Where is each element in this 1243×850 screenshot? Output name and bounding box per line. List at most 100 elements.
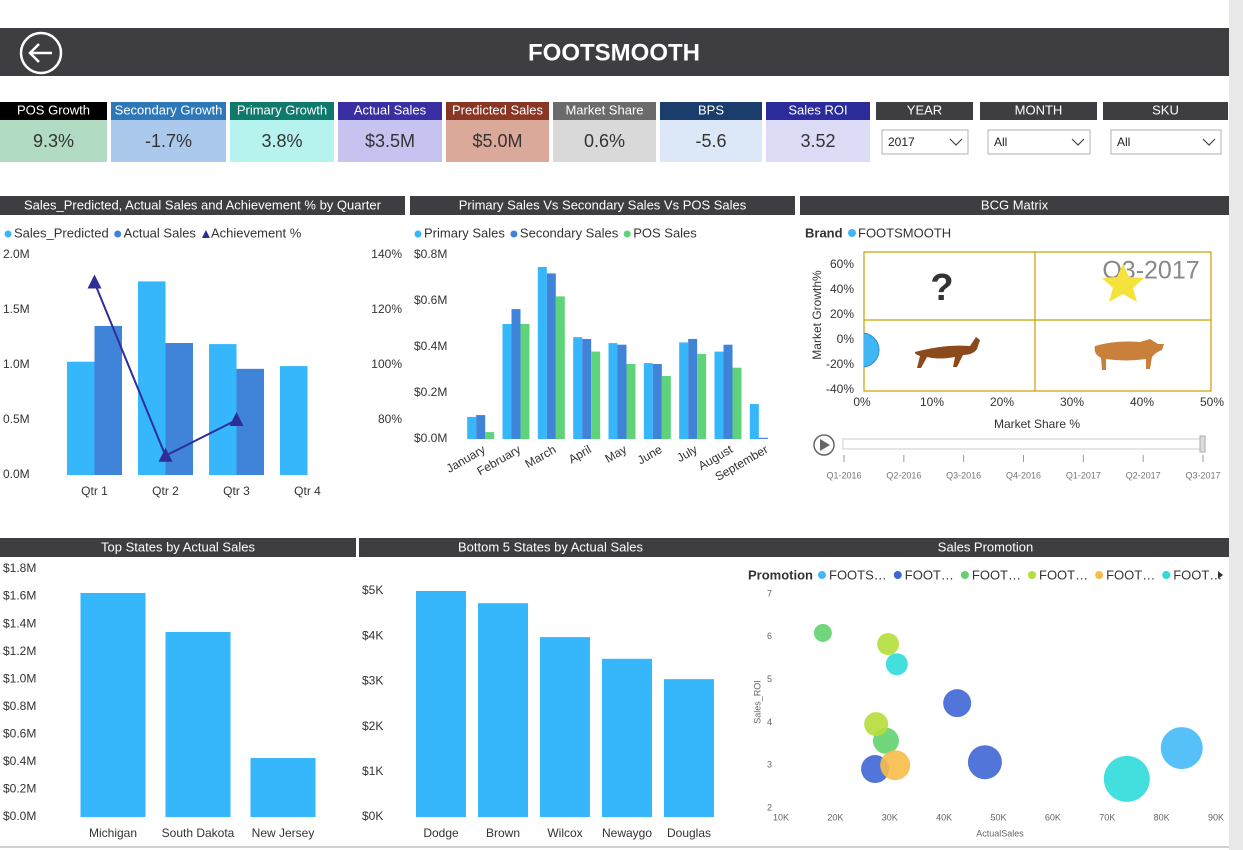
kpi-value: $5.0M bbox=[472, 131, 522, 151]
x-tick-label: 30K bbox=[882, 812, 898, 822]
x-tick-label: Wilcox bbox=[547, 826, 582, 840]
x-tick-label: Qtr 1 bbox=[81, 484, 108, 498]
bar bbox=[478, 603, 528, 817]
page-title: FOOTSMOOTH bbox=[528, 39, 700, 66]
x-tick-label: Qtr 2 bbox=[152, 484, 179, 498]
kpi-value: 3.8% bbox=[261, 131, 302, 151]
filter-value: All bbox=[994, 135, 1007, 149]
kpi-label: Market Share bbox=[565, 102, 643, 117]
x-axis-title: ActualSales bbox=[976, 828, 1024, 838]
legend-marker bbox=[201, 230, 210, 238]
bar bbox=[476, 415, 486, 439]
dropdown-chevron bbox=[949, 138, 963, 146]
header-bar bbox=[0, 28, 1229, 76]
play-icon[interactable] bbox=[820, 439, 830, 451]
x-tick-label: Michigan bbox=[89, 826, 137, 840]
y-tick-label: $0.6M bbox=[414, 293, 447, 307]
filter-dropdown[interactable] bbox=[1110, 129, 1222, 155]
panel-title-bar bbox=[359, 538, 742, 557]
legend-label: FOOT… bbox=[905, 567, 954, 582]
bubble bbox=[1103, 755, 1150, 802]
kpi-body bbox=[111, 120, 226, 162]
y-tick-label: 60% bbox=[830, 257, 854, 271]
panel-title-bar bbox=[742, 538, 1229, 557]
back-button[interactable] bbox=[19, 31, 63, 75]
play-label: Q2-2017 bbox=[1126, 470, 1161, 480]
bar bbox=[467, 416, 477, 439]
y-tick-label: $0.0M bbox=[414, 431, 447, 445]
x-tick-label: 30% bbox=[1060, 395, 1084, 409]
panel-title: Top States by Actual Sales bbox=[101, 539, 255, 554]
legend-label: FOOTS… bbox=[829, 567, 887, 582]
bar bbox=[758, 437, 768, 439]
y-tick-label: 0% bbox=[837, 332, 855, 346]
bar bbox=[485, 432, 495, 439]
y-tick-label: $0.0M bbox=[3, 809, 36, 823]
y-tick-label: $0.4M bbox=[3, 754, 36, 768]
play-label: Q1-2016 bbox=[826, 470, 861, 480]
filter-dropdown[interactable] bbox=[987, 129, 1091, 155]
legend-label: Secondary Sales bbox=[520, 225, 619, 240]
y-tick-label: $0K bbox=[362, 809, 383, 823]
kpi-header bbox=[338, 102, 442, 120]
x-tick-label: 50% bbox=[1200, 395, 1224, 409]
play-label: Q2-2016 bbox=[886, 470, 921, 480]
y-tick-label: 5 bbox=[767, 674, 772, 684]
y-tick-label: $1.2M bbox=[3, 644, 36, 658]
panel-title: Primary Sales Vs Secondary Sales Vs POS … bbox=[459, 197, 747, 212]
matrix-box bbox=[863, 251, 1212, 392]
bar bbox=[573, 337, 583, 439]
bubble bbox=[880, 750, 911, 781]
x-tick-label: Qtr 3 bbox=[223, 484, 250, 498]
x-tick-label: Douglas bbox=[667, 826, 711, 840]
legend-label: FOOT… bbox=[972, 567, 1021, 582]
y-tick-label: $0.6M bbox=[3, 727, 36, 741]
y-tick-label: $2K bbox=[362, 719, 383, 733]
bar bbox=[67, 361, 95, 475]
y-tick-label: $0.8M bbox=[3, 699, 36, 713]
filter-header bbox=[876, 102, 973, 120]
y-tick-label: 0.5M bbox=[3, 412, 30, 426]
bar bbox=[540, 637, 590, 817]
kpi-value: -5.6 bbox=[695, 131, 726, 151]
x-tick-label: Qtr 4 bbox=[294, 484, 321, 498]
y-tick-label: 40% bbox=[830, 282, 854, 296]
x-axis-title: Market Share % bbox=[994, 417, 1080, 431]
back-arrow[interactable] bbox=[28, 43, 52, 63]
play-label: Q1-2017 bbox=[1066, 470, 1101, 480]
x-tick-label: 40% bbox=[1130, 395, 1154, 409]
legend-scroll-arrow[interactable] bbox=[1218, 571, 1223, 579]
legend-label: FOOT… bbox=[1173, 567, 1222, 582]
y-tick-label: $1.6M bbox=[3, 589, 36, 603]
bar bbox=[714, 351, 724, 439]
kpi-value: $3.5M bbox=[365, 131, 415, 151]
y-tick-label: $0.4M bbox=[414, 339, 447, 353]
legend-marker bbox=[1095, 571, 1104, 579]
y-axis-title: Market Growth% bbox=[810, 270, 824, 360]
y-tick-label: 1.5M bbox=[3, 302, 30, 316]
bar bbox=[626, 364, 636, 439]
play-handle[interactable] bbox=[1199, 435, 1206, 453]
y-tick-label: 20% bbox=[830, 307, 854, 321]
y-tick-label: 4 bbox=[767, 717, 772, 727]
kpi-header bbox=[766, 102, 870, 120]
legend-marker bbox=[414, 230, 422, 238]
bar bbox=[416, 591, 466, 817]
question-icon: ? bbox=[930, 267, 953, 309]
legend-marker bbox=[623, 230, 631, 238]
y-tick-label: $1.0M bbox=[3, 671, 36, 685]
legend-marker bbox=[960, 571, 969, 579]
kpi-body bbox=[446, 120, 549, 162]
kpi-label: BPS bbox=[698, 102, 724, 117]
bar bbox=[679, 342, 689, 439]
bar bbox=[555, 296, 565, 439]
back-circle[interactable] bbox=[19, 31, 63, 75]
bubble bbox=[813, 623, 832, 642]
achievement-marker bbox=[229, 412, 244, 426]
y-tick-label: 0.0M bbox=[3, 467, 30, 481]
bubble bbox=[864, 712, 889, 737]
scrollbar[interactable] bbox=[1229, 0, 1243, 850]
bar bbox=[502, 324, 512, 439]
y-tick-label: $3K bbox=[362, 674, 383, 688]
panel-title: Sales_Predicted, Actual Sales and Achiev… bbox=[24, 197, 382, 212]
